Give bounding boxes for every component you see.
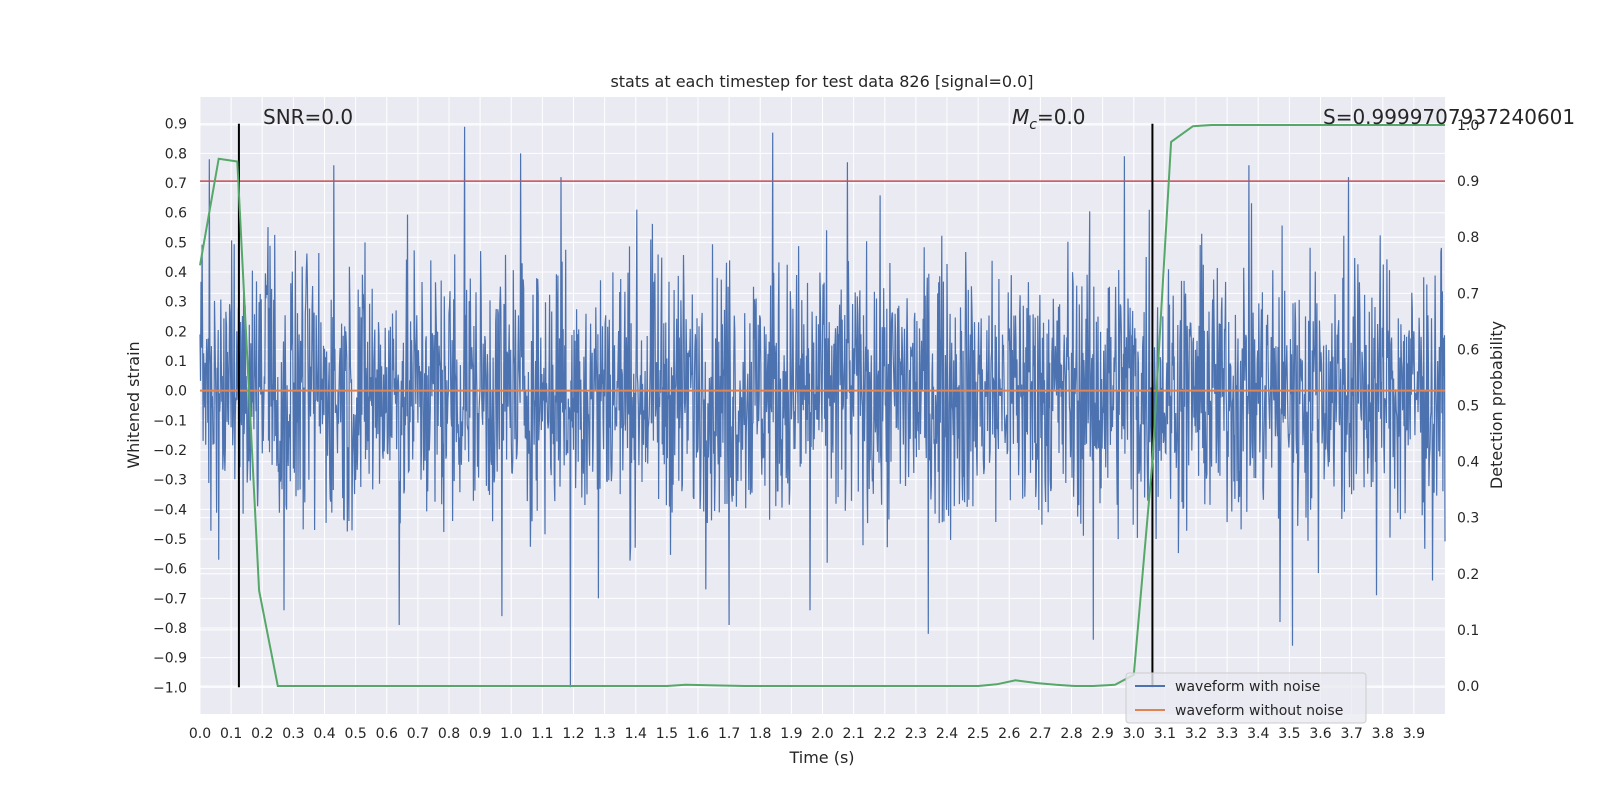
x-tick-label: 2.5 bbox=[967, 726, 989, 742]
x-tick-label: 0.8 bbox=[438, 726, 460, 742]
x-tick-label: 1.0 bbox=[500, 726, 522, 742]
y-tick-label: −0.6 bbox=[153, 562, 187, 578]
x-tick-label: 1.2 bbox=[562, 726, 584, 742]
y-tick-label: −0.8 bbox=[153, 621, 187, 637]
y-tick-label: −0.4 bbox=[153, 502, 187, 518]
chart-title: stats at each timestep for test data 826… bbox=[610, 72, 1033, 91]
y-axis-label: Whitened strain bbox=[124, 341, 143, 468]
x-tick-label: 0.0 bbox=[189, 726, 211, 742]
x-tick-label: 2.0 bbox=[811, 726, 833, 742]
y2-tick-label: 0.1 bbox=[1457, 623, 1479, 639]
y-tick-label: 0.6 bbox=[165, 206, 187, 222]
x-tick-label: 3.2 bbox=[1185, 726, 1207, 742]
y-tick-label: 0.7 bbox=[165, 176, 187, 192]
series-detection-probability bbox=[199, 124, 1445, 687]
x-tick-label: 1.1 bbox=[531, 726, 553, 742]
x-tick-label: 1.9 bbox=[780, 726, 802, 742]
x-tick-label: 3.6 bbox=[1309, 726, 1331, 742]
x-tick-label: 2.4 bbox=[936, 726, 958, 742]
x-tick-label: 1.3 bbox=[593, 726, 615, 742]
x-tick-label: 2.6 bbox=[998, 726, 1020, 742]
y-tick-label: −0.9 bbox=[153, 651, 187, 667]
y-tick-label: 0.4 bbox=[165, 265, 187, 281]
legend: waveform with noise waveform without noi… bbox=[1125, 672, 1367, 724]
legend-box bbox=[1125, 672, 1367, 724]
x-tick-label: 1.6 bbox=[687, 726, 709, 742]
mc-annotation: Mc=0.0 bbox=[1012, 105, 1086, 133]
y-tick-label: 0.5 bbox=[165, 235, 187, 251]
x-tick-label: 0.1 bbox=[220, 726, 242, 742]
x-tick-label: 1.7 bbox=[718, 726, 740, 742]
x-tick-label: 3.7 bbox=[1340, 726, 1362, 742]
x-tick-label: 3.4 bbox=[1247, 726, 1269, 742]
snr-annotation: SNR=0.0 bbox=[263, 105, 353, 129]
y2-axis-label: Detection probability bbox=[1487, 321, 1506, 489]
y2-tick-label: 0.0 bbox=[1457, 679, 1479, 695]
y-tick-label: 0.0 bbox=[165, 384, 187, 400]
y-tick-label: 0.9 bbox=[165, 117, 187, 133]
y-tick-label: −0.2 bbox=[153, 443, 187, 459]
x-tick-label: 0.6 bbox=[376, 726, 398, 742]
x-tick-label: 2.2 bbox=[874, 726, 896, 742]
x-tick-label: 1.5 bbox=[656, 726, 678, 742]
x-tick-label: 2.8 bbox=[1060, 726, 1082, 742]
x-tick-label: 0.9 bbox=[469, 726, 491, 742]
y2-tick-label: 0.6 bbox=[1457, 342, 1479, 358]
y-tick-label: −0.1 bbox=[153, 413, 187, 429]
x-tick-label: 2.7 bbox=[1029, 726, 1051, 742]
mc-subscript: c bbox=[1029, 117, 1037, 133]
x-tick-label: 0.4 bbox=[313, 726, 335, 742]
y-tick-label: 0.8 bbox=[165, 146, 187, 162]
legend-label-clean: waveform without noise bbox=[1175, 703, 1343, 719]
y-tick-label: 0.1 bbox=[165, 354, 187, 370]
x-tick-label: 3.5 bbox=[1278, 726, 1300, 742]
y2-tick-label: 1.0 bbox=[1457, 118, 1479, 134]
y-tick-label: −0.3 bbox=[153, 473, 187, 489]
y2-tick-label: 0.8 bbox=[1457, 230, 1479, 246]
x-tick-label: 0.7 bbox=[407, 726, 429, 742]
y-tick-label: −1.0 bbox=[153, 680, 187, 696]
x-tick-label: 1.4 bbox=[625, 726, 647, 742]
x-tick-label: 3.3 bbox=[1216, 726, 1238, 742]
series-layer bbox=[199, 123, 1446, 688]
y2-tick-label: 0.9 bbox=[1457, 174, 1479, 190]
x-tick-label: 3.9 bbox=[1403, 726, 1425, 742]
x-tick-label: 0.5 bbox=[344, 726, 366, 742]
legend-label-noise: waveform with noise bbox=[1175, 679, 1320, 695]
y-tick-label: 0.2 bbox=[165, 324, 187, 340]
x-tick-label: 3.1 bbox=[1154, 726, 1176, 742]
mc-symbol: M bbox=[1012, 105, 1029, 129]
y2-tick-label: 0.3 bbox=[1457, 511, 1479, 527]
y2-tick-label: 0.4 bbox=[1457, 455, 1479, 471]
x-tick-label: 3.0 bbox=[1123, 726, 1145, 742]
series-waveform-with-noise bbox=[199, 126, 1446, 688]
s-annotation: S=0.9999707937240601 bbox=[1323, 105, 1575, 129]
y-tick-label: −0.7 bbox=[153, 591, 187, 607]
x-tick-label: 0.2 bbox=[251, 726, 273, 742]
y-tick-label: 0.3 bbox=[165, 295, 187, 311]
y2-tick-label: 0.5 bbox=[1457, 399, 1479, 415]
x-tick-label: 2.1 bbox=[842, 726, 864, 742]
x-tick-label: 3.8 bbox=[1372, 726, 1394, 742]
y2-tick-label: 0.2 bbox=[1457, 567, 1479, 583]
axes: 0.0 0.1 0.2 0.3 0.4 0.5 0.6 0.7 0.8 0.9 1.0 1.1 1.2 1… bbox=[153, 117, 1479, 742]
x-tick-label: 2.9 bbox=[1091, 726, 1113, 742]
x-axis-label: Time (s) bbox=[788, 748, 854, 767]
x-tick-label: 0.3 bbox=[282, 726, 304, 742]
x-tick-label: 1.8 bbox=[749, 726, 771, 742]
y2-tick-label: 0.7 bbox=[1457, 286, 1479, 302]
y-tick-label: −0.5 bbox=[153, 532, 187, 548]
x-tick-label: 2.3 bbox=[905, 726, 927, 742]
mc-value: =0.0 bbox=[1037, 105, 1086, 129]
